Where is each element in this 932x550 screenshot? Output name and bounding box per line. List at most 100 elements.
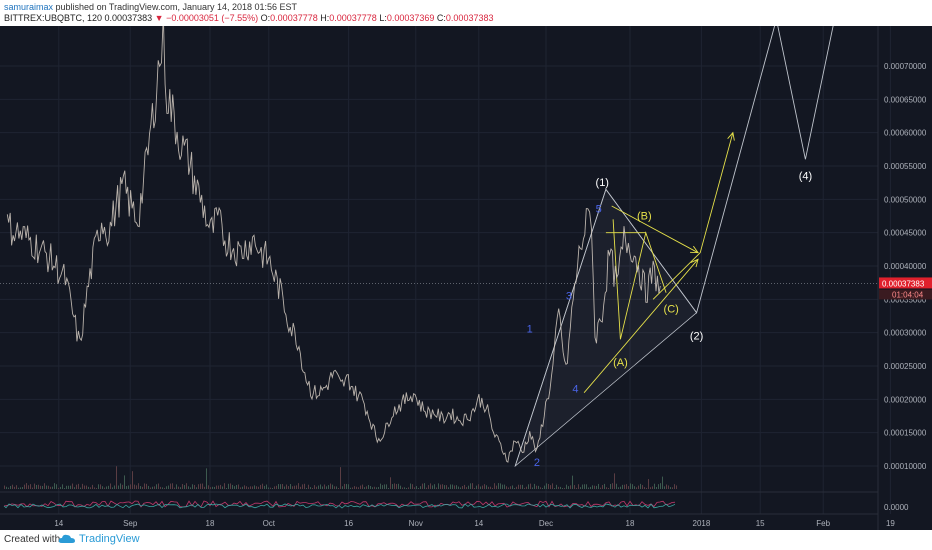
volume-bar [598, 483, 599, 489]
volume-bar [536, 485, 537, 489]
volume-bar [586, 484, 587, 489]
volume-bar [512, 485, 513, 489]
chart-background [0, 26, 932, 530]
y-tick-label: 0.00055000 [884, 162, 927, 171]
volume-bar [224, 483, 225, 489]
volume-bar [234, 486, 235, 489]
volume-bar [192, 484, 193, 489]
volume-bar [504, 484, 505, 489]
volume-bar [562, 487, 563, 489]
volume-bar [522, 484, 523, 489]
x-axis[interactable]: 14 Sep 18 Oct 16 Nov 14 Dec 18 2018 15 Feb 19 [0, 513, 895, 528]
volume-bar [12, 484, 13, 489]
volume-bar [236, 485, 237, 489]
volume-bar [472, 483, 473, 489]
y-tick-label: 0.00060000 [884, 129, 927, 138]
volume-bar [134, 484, 135, 489]
tradingview-brand[interactable]: TradingView [79, 533, 140, 545]
volume-bar [304, 483, 305, 489]
volume-bar [644, 487, 645, 489]
volume-bar [252, 486, 253, 489]
volume-bar [648, 479, 649, 489]
volume-bar [550, 485, 551, 489]
volume-bar [332, 484, 333, 489]
volume-bar [476, 485, 477, 489]
volume-bar [212, 486, 213, 489]
volume-bar [54, 483, 55, 489]
volume-bar [594, 485, 595, 489]
volume-bar [62, 484, 63, 489]
volume-bar [458, 486, 459, 489]
arrowhead [727, 131, 735, 141]
volume-bar [312, 487, 313, 489]
volume-bar [620, 486, 621, 489]
volume-bar [288, 486, 289, 489]
wave-labels: 1 2 3 4 5 (1) (2) (4) (A) (B) (C) [527, 170, 813, 469]
volume-bar [178, 486, 179, 489]
volume-bar [338, 487, 339, 489]
countdown-badge-text: 01:04:04 [892, 290, 924, 299]
volume-bar [632, 484, 633, 489]
author-link[interactable]: samuraimax [4, 2, 54, 12]
volume-bar [130, 484, 131, 489]
volume-bar [646, 487, 647, 489]
volume-bar [204, 486, 205, 489]
volume-bar [272, 487, 273, 489]
x-tick-label: 14 [54, 519, 63, 528]
volume-bar [88, 486, 89, 489]
wave-label-blue: 4 [572, 384, 578, 396]
volume-bar [202, 483, 203, 489]
volume-bar [210, 487, 211, 489]
wave-label-yellow: (A) [613, 357, 628, 369]
volume-bar [200, 483, 201, 489]
volume-bar [582, 484, 583, 489]
volume-bar [36, 484, 37, 489]
volume-bar [342, 486, 343, 489]
volume-bar [284, 486, 285, 489]
price-series [0, 26, 878, 463]
volume-bar [466, 487, 467, 489]
volume-bar [16, 485, 17, 489]
x-tick-label: Oct [263, 519, 276, 528]
ohlc-open-label: O: [260, 13, 271, 23]
volume-bar [436, 487, 437, 489]
volume-bar [482, 485, 483, 489]
arrowhead [690, 245, 699, 254]
volume-bar [498, 483, 499, 489]
volume-bar [508, 487, 509, 489]
volume-bar [580, 487, 581, 489]
chart-header: samuraimax published on TradingView.com,… [0, 0, 932, 26]
y-axis[interactable]: 0.00010000 0.00015000 0.00020000 0.00025000… [877, 26, 927, 530]
x-tick-label: 19 [886, 519, 895, 528]
volume-bar [322, 486, 323, 489]
volume-bar [426, 487, 427, 489]
volume-bar [548, 483, 549, 489]
volume-bar [156, 484, 157, 489]
volume-bar [486, 485, 487, 489]
volume-bar [290, 484, 291, 489]
volume-bar [294, 485, 295, 489]
volume-bar [602, 485, 603, 489]
volume-bar [470, 483, 471, 489]
volume-bar [118, 485, 119, 489]
volume-bar [560, 486, 561, 489]
y-tick-label: 0.00010000 [884, 462, 927, 471]
volume-bar [300, 486, 301, 489]
volume-bar [528, 484, 529, 489]
volume-bar [546, 483, 547, 489]
volume-bar [108, 485, 109, 489]
volume-bar [506, 486, 507, 489]
volume-bar [152, 486, 153, 489]
wave-label-yellow: (C) [664, 304, 679, 316]
volume-bar [364, 487, 365, 489]
wave-label-blue: 5 [596, 204, 602, 216]
volume-bar [28, 485, 29, 489]
volume-bar [314, 485, 315, 489]
volume-bar [554, 487, 555, 489]
wave-label-white: (1) [596, 177, 609, 189]
oscillator-pane [0, 491, 878, 509]
volume-bar [158, 483, 159, 489]
volume-bar [500, 483, 501, 489]
footer: Created with TradingView [0, 530, 932, 550]
